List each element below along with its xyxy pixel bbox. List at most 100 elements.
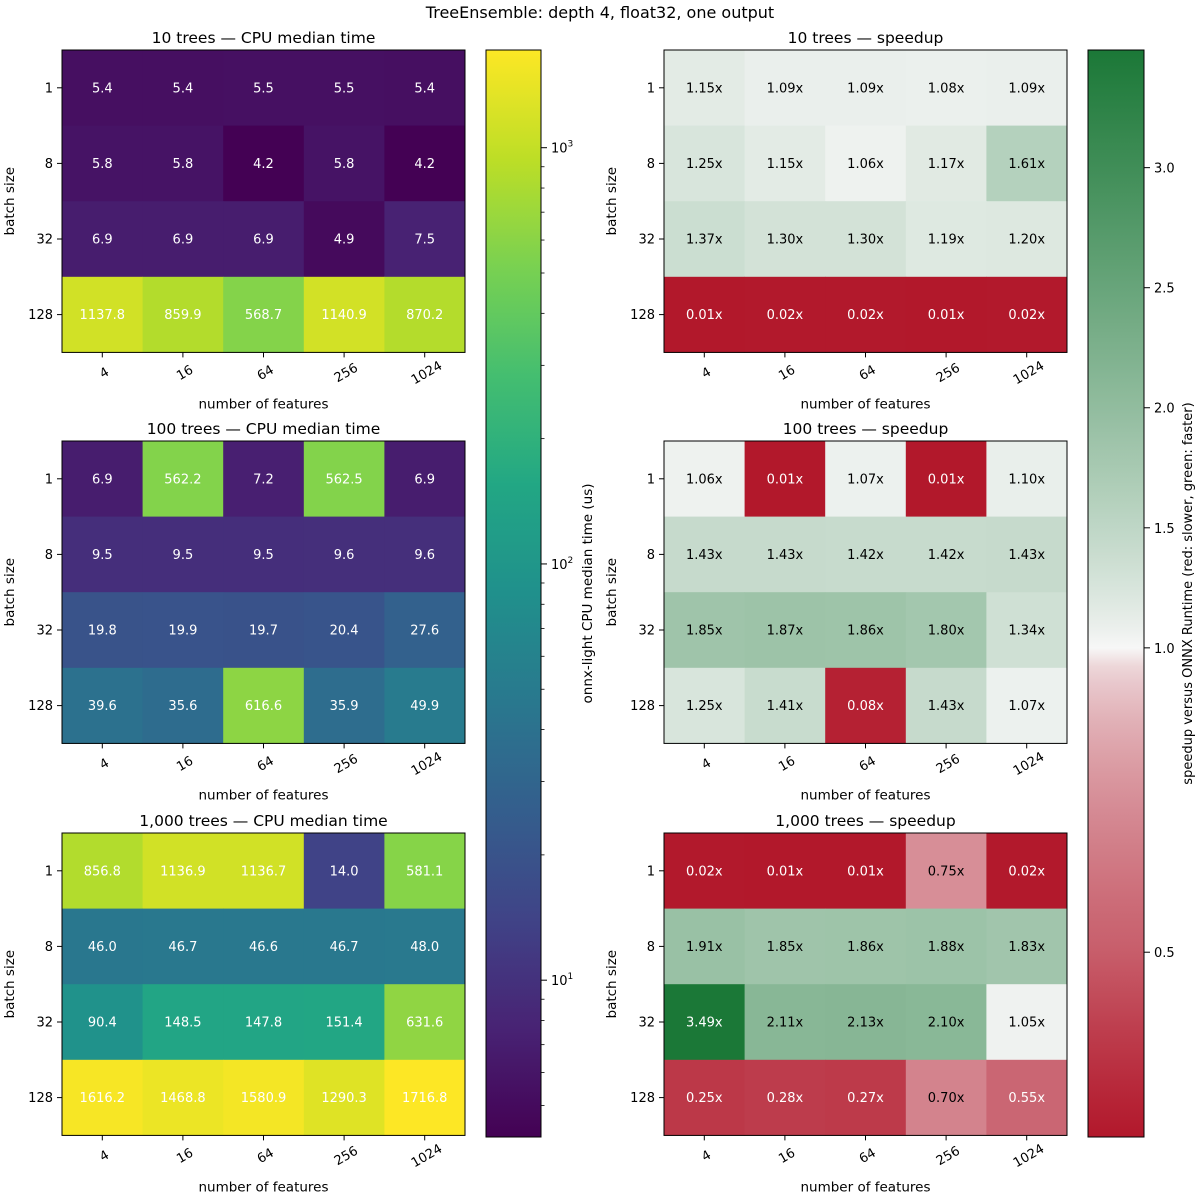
cell-value-label: 631.6 bbox=[406, 1016, 443, 1031]
cell-value-label: 0.55x bbox=[1008, 1091, 1045, 1106]
cell-value-label: 1.30x bbox=[767, 233, 804, 248]
heatmap-cell bbox=[62, 50, 143, 126]
colorbar-tick-label: 0.5 bbox=[1154, 946, 1175, 961]
panel-title: 100 trees — CPU median time bbox=[147, 420, 381, 438]
y-tick-label: 8 bbox=[45, 157, 53, 172]
cell-value-label: 1.34x bbox=[1008, 624, 1045, 639]
heatmap-cell bbox=[384, 667, 466, 744]
cell-value-label: 5.8 bbox=[173, 157, 194, 172]
cell-value-label: 6.9 bbox=[253, 233, 274, 248]
colorbar-tick-label: 2.5 bbox=[1154, 282, 1175, 297]
x-tick-label: 16 bbox=[174, 1146, 196, 1167]
y-tick-label: 1 bbox=[647, 472, 655, 487]
y-tick-label: 1 bbox=[647, 864, 655, 879]
cell-value-label: 19.7 bbox=[249, 624, 278, 639]
y-tick-label: 128 bbox=[630, 308, 655, 323]
cell-value-label: 4.2 bbox=[414, 157, 435, 172]
y-tick-label: 1 bbox=[45, 864, 53, 879]
cell-value-label: 7.5 bbox=[414, 233, 435, 248]
cell-value-label: 568.7 bbox=[245, 308, 282, 323]
heatmap-cell bbox=[223, 441, 305, 517]
cell-value-label: 859.9 bbox=[164, 308, 201, 323]
cell-value-label: 1.15x bbox=[767, 157, 804, 172]
y-tick-label: 128 bbox=[630, 699, 655, 714]
cell-value-label: 1.07x bbox=[847, 472, 884, 487]
heatmap-cell bbox=[825, 276, 907, 353]
heatmap-cell bbox=[986, 516, 1068, 593]
cell-value-label: 0.25x bbox=[686, 1091, 723, 1106]
cell-value-label: 0.01x bbox=[686, 308, 723, 323]
heatmap-cell bbox=[62, 201, 143, 278]
cell-value-label: 35.6 bbox=[168, 699, 197, 714]
cell-value-label: 1.86x bbox=[847, 624, 884, 639]
colorbar-tick-label: 103 bbox=[551, 140, 573, 157]
cell-value-label: 2.11x bbox=[767, 1016, 804, 1031]
cell-value-label: 0.27x bbox=[847, 1091, 884, 1106]
heatmap-cell bbox=[664, 592, 745, 669]
heatmap-cell bbox=[223, 276, 305, 353]
cell-value-label: 1.43x bbox=[767, 548, 804, 563]
y-axis-label: batch size bbox=[604, 558, 620, 627]
cell-value-label: 1468.8 bbox=[160, 1091, 206, 1106]
y-tick-label: 1 bbox=[647, 81, 655, 96]
cell-value-label: 1.25x bbox=[686, 699, 723, 714]
x-tick-label: 64 bbox=[857, 363, 879, 384]
cell-value-label: 3.49x bbox=[686, 1016, 723, 1031]
cell-value-label: 20.4 bbox=[330, 624, 359, 639]
cell-value-label: 1.42x bbox=[928, 548, 965, 563]
heatmap-cell bbox=[905, 833, 987, 909]
heatmap-cell bbox=[303, 125, 385, 202]
cell-value-label: 1616.2 bbox=[80, 1091, 126, 1106]
cell-value-label: 46.0 bbox=[88, 940, 117, 955]
heatmap-cell bbox=[825, 201, 907, 278]
heatmap-cell bbox=[986, 1059, 1068, 1136]
cell-value-label: 6.9 bbox=[92, 233, 113, 248]
heatmap-cell bbox=[986, 276, 1068, 353]
heatmap-cell bbox=[825, 1059, 907, 1136]
heatmap-cell bbox=[986, 833, 1068, 909]
heatmap-cell bbox=[142, 592, 224, 669]
cell-value-label: 0.01x bbox=[928, 472, 965, 487]
cell-value-label: 5.4 bbox=[173, 81, 194, 96]
cell-value-label: 1.88x bbox=[928, 940, 965, 955]
cell-value-label: 48.0 bbox=[410, 940, 439, 955]
heatmap-cell bbox=[142, 908, 224, 985]
x-axis-label: number of features bbox=[198, 396, 328, 412]
cell-value-label: 1.41x bbox=[767, 699, 804, 714]
panel-title: 1,000 trees — CPU median time bbox=[139, 812, 387, 830]
cell-value-label: 616.6 bbox=[245, 699, 282, 714]
heatmap-cell bbox=[664, 201, 745, 278]
heatmap-cell bbox=[142, 50, 224, 126]
cell-value-label: 1137.8 bbox=[80, 308, 126, 323]
heatmap-cell bbox=[142, 201, 224, 278]
heatmap-cell bbox=[303, 276, 385, 353]
heatmap-panel-3: 100 trees — CPU median time 6.9 562.2 7.2 56… bbox=[2, 420, 466, 803]
y-tick-label: 128 bbox=[28, 699, 53, 714]
colorbar-time: 101 102 103 onnx-light CPU median time (us) bbox=[485, 49, 596, 1138]
heatmap-cell bbox=[223, 833, 305, 909]
heatmap-cell bbox=[303, 441, 385, 517]
cell-value-label: 6.9 bbox=[173, 233, 194, 248]
cell-value-label: 0.01x bbox=[767, 864, 804, 879]
x-tick-label: 16 bbox=[776, 363, 798, 384]
cell-value-label: 0.75x bbox=[928, 864, 965, 879]
heatmap-cell bbox=[62, 833, 143, 909]
heatmap-cell bbox=[986, 592, 1068, 669]
y-tick-label: 1 bbox=[45, 472, 53, 487]
panel-title: 1,000 trees — speedup bbox=[775, 812, 955, 830]
colorbar-tick-label: 3.0 bbox=[1154, 162, 1175, 177]
y-axis-label: batch size bbox=[2, 558, 18, 627]
x-tick-label: 16 bbox=[776, 754, 798, 775]
heatmap-cell bbox=[986, 908, 1068, 985]
colorbar-gradient bbox=[1087, 49, 1145, 1138]
heatmap-cell bbox=[986, 667, 1068, 744]
heatmap-cell bbox=[825, 984, 907, 1061]
heatmap-panel-2: 10 trees — speedup 1.15x 1.09x 1.09x 1.08x 1.… bbox=[604, 29, 1068, 412]
cell-value-label: 0.28x bbox=[767, 1091, 804, 1106]
cell-value-label: 9.6 bbox=[334, 548, 355, 563]
cell-value-label: 5.5 bbox=[253, 81, 274, 96]
heatmap-cell bbox=[825, 50, 907, 126]
heatmap-panel-4: 100 trees — speedup 1.06x 0.01x 1.07x 0.01x 1… bbox=[604, 420, 1068, 803]
heatmap-cell bbox=[986, 125, 1068, 202]
heatmap-cell bbox=[664, 667, 745, 744]
